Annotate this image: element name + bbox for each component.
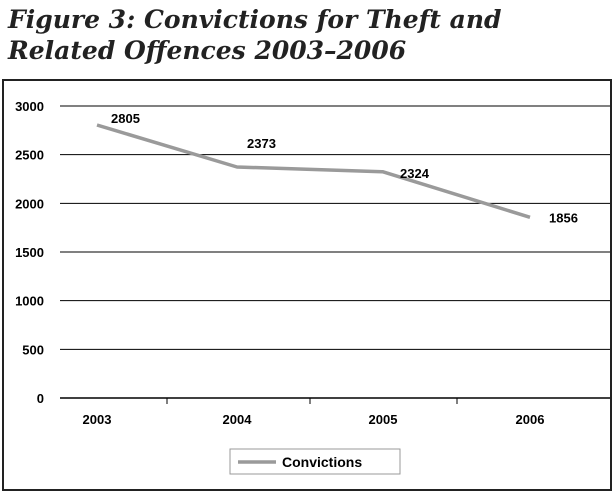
x-tick-label: 2005	[369, 412, 398, 427]
legend: Convictions	[229, 448, 401, 475]
data-label: 2373	[247, 136, 276, 151]
x-tick-label: 2003	[83, 412, 112, 427]
y-tick-label: 1000	[15, 294, 44, 309]
legend-label: Convictions	[282, 454, 362, 470]
gridlines	[60, 105, 610, 404]
y-tick-label: 0	[37, 391, 44, 406]
y-tick-label: 500	[22, 342, 44, 357]
data-label: 1856	[549, 210, 578, 225]
y-tick-label: 1500	[15, 245, 44, 260]
x-tick-label: 2006	[516, 412, 545, 427]
x-tick-label: 2004	[223, 412, 253, 427]
y-tick-label: 2500	[15, 148, 44, 163]
y-tick-label: 2000	[15, 196, 44, 211]
x-axis-tick-labels: 2003 2004 2005 2006	[83, 412, 545, 427]
data-label: 2324	[400, 166, 430, 181]
chart-frame	[2, 79, 612, 491]
data-label: 2805	[111, 111, 140, 126]
plot-area: 2805 2373 2324 1856	[96, 111, 578, 225]
y-tick-label: 3000	[15, 99, 44, 114]
figure-title: Figure 3: Convictions for Theft and Rela…	[8, 5, 502, 65]
series-line-convictions	[96, 123, 531, 219]
y-axis-tick-labels: 0 500 1000 1500 2000 2500 3000	[15, 99, 44, 406]
